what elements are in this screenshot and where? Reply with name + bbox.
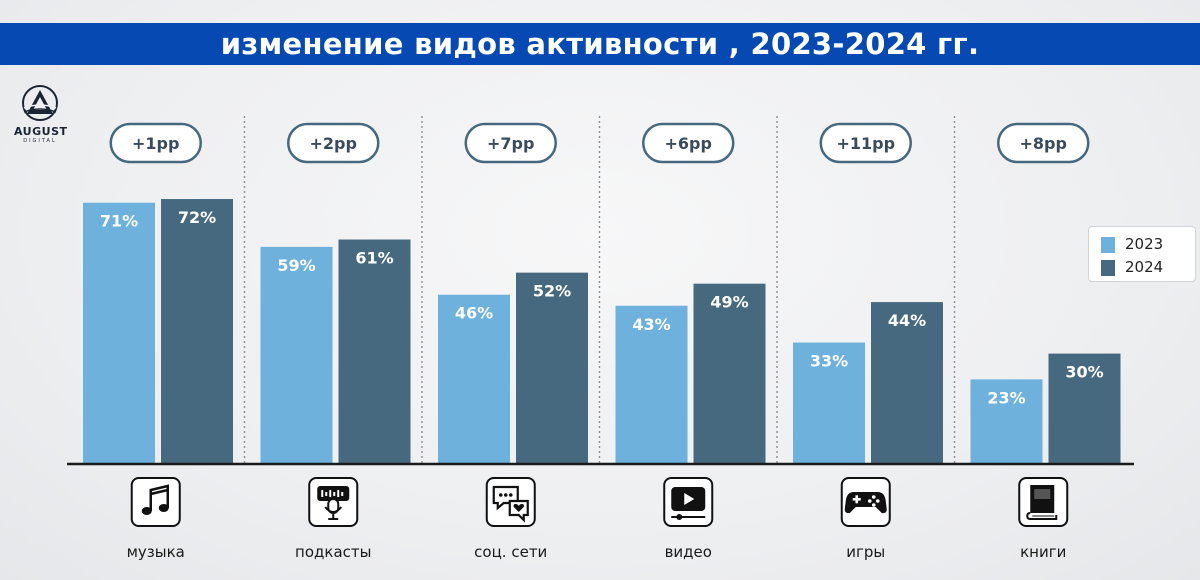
bar-2024 <box>338 239 411 464</box>
chart-title: изменение видов активности , 2023-2024 г… <box>0 23 1200 65</box>
value-label: 59% <box>277 256 315 275</box>
category-label: музыка <box>127 543 185 561</box>
bar-2023 <box>970 379 1043 464</box>
legend: 2023 2024 <box>1088 226 1196 282</box>
delta-label: +1pp <box>132 134 179 153</box>
value-label: 46% <box>455 304 493 323</box>
bar-2023 <box>260 246 333 464</box>
video-icon <box>663 477 714 527</box>
logo-mark-icon <box>22 85 58 121</box>
category-label: соц. сети <box>474 543 547 561</box>
delta-pill <box>287 122 380 164</box>
delta-pill <box>109 122 202 164</box>
bar-2023 <box>615 305 688 464</box>
value-label: 23% <box>987 388 1025 407</box>
games-icon <box>840 477 891 527</box>
bar-2024 <box>871 302 943 464</box>
bar-2024 <box>161 199 233 465</box>
value-label: 52% <box>533 282 571 301</box>
value-label: 33% <box>810 352 848 371</box>
legend-label-2023: 2023 <box>1125 235 1164 253</box>
value-label: 71% <box>100 212 138 231</box>
delta-label: +2pp <box>310 134 357 153</box>
delta-label: +11pp <box>836 134 895 153</box>
value-label: 30% <box>1065 363 1103 382</box>
delta-label: +8pp <box>1020 134 1067 153</box>
legend-swatch-2024 <box>1101 259 1115 276</box>
music-icon <box>130 477 181 527</box>
value-label: 61% <box>355 249 393 268</box>
legend-swatch-2023 <box>1101 236 1115 253</box>
bar-2023 <box>438 294 510 464</box>
value-label: 72% <box>178 208 216 227</box>
value-label: 43% <box>632 315 670 334</box>
bar-2024 <box>1048 353 1121 464</box>
delta-pill <box>464 122 557 164</box>
delta-pill <box>819 122 912 164</box>
category-label: видео <box>665 543 712 561</box>
logo-subtitle: DIGITAL <box>23 138 57 144</box>
book-icon <box>1018 477 1069 527</box>
category-label: игры <box>846 543 885 561</box>
value-label: 49% <box>710 293 748 312</box>
social-icon <box>485 477 536 527</box>
bar-2024 <box>693 283 766 464</box>
category-label: книги <box>1020 543 1066 561</box>
delta-pill <box>642 122 735 164</box>
delta-label: +6pp <box>665 134 712 153</box>
delta-label: +7pp <box>487 134 534 153</box>
podcast-icon <box>308 477 359 527</box>
logo-name: AUGUST <box>14 125 68 138</box>
legend-item-2024: 2024 <box>1101 258 1163 276</box>
bar-2024 <box>516 272 588 464</box>
value-label: 44% <box>888 311 926 330</box>
legend-item-2023: 2023 <box>1101 235 1163 253</box>
delta-pill <box>997 122 1090 164</box>
bar-2023 <box>793 342 865 464</box>
legend-label-2024: 2024 <box>1125 258 1164 276</box>
category-label: подкасты <box>295 543 371 561</box>
bar-2023 <box>83 202 155 464</box>
august-logo: AUGUST DIGITAL <box>14 84 68 144</box>
